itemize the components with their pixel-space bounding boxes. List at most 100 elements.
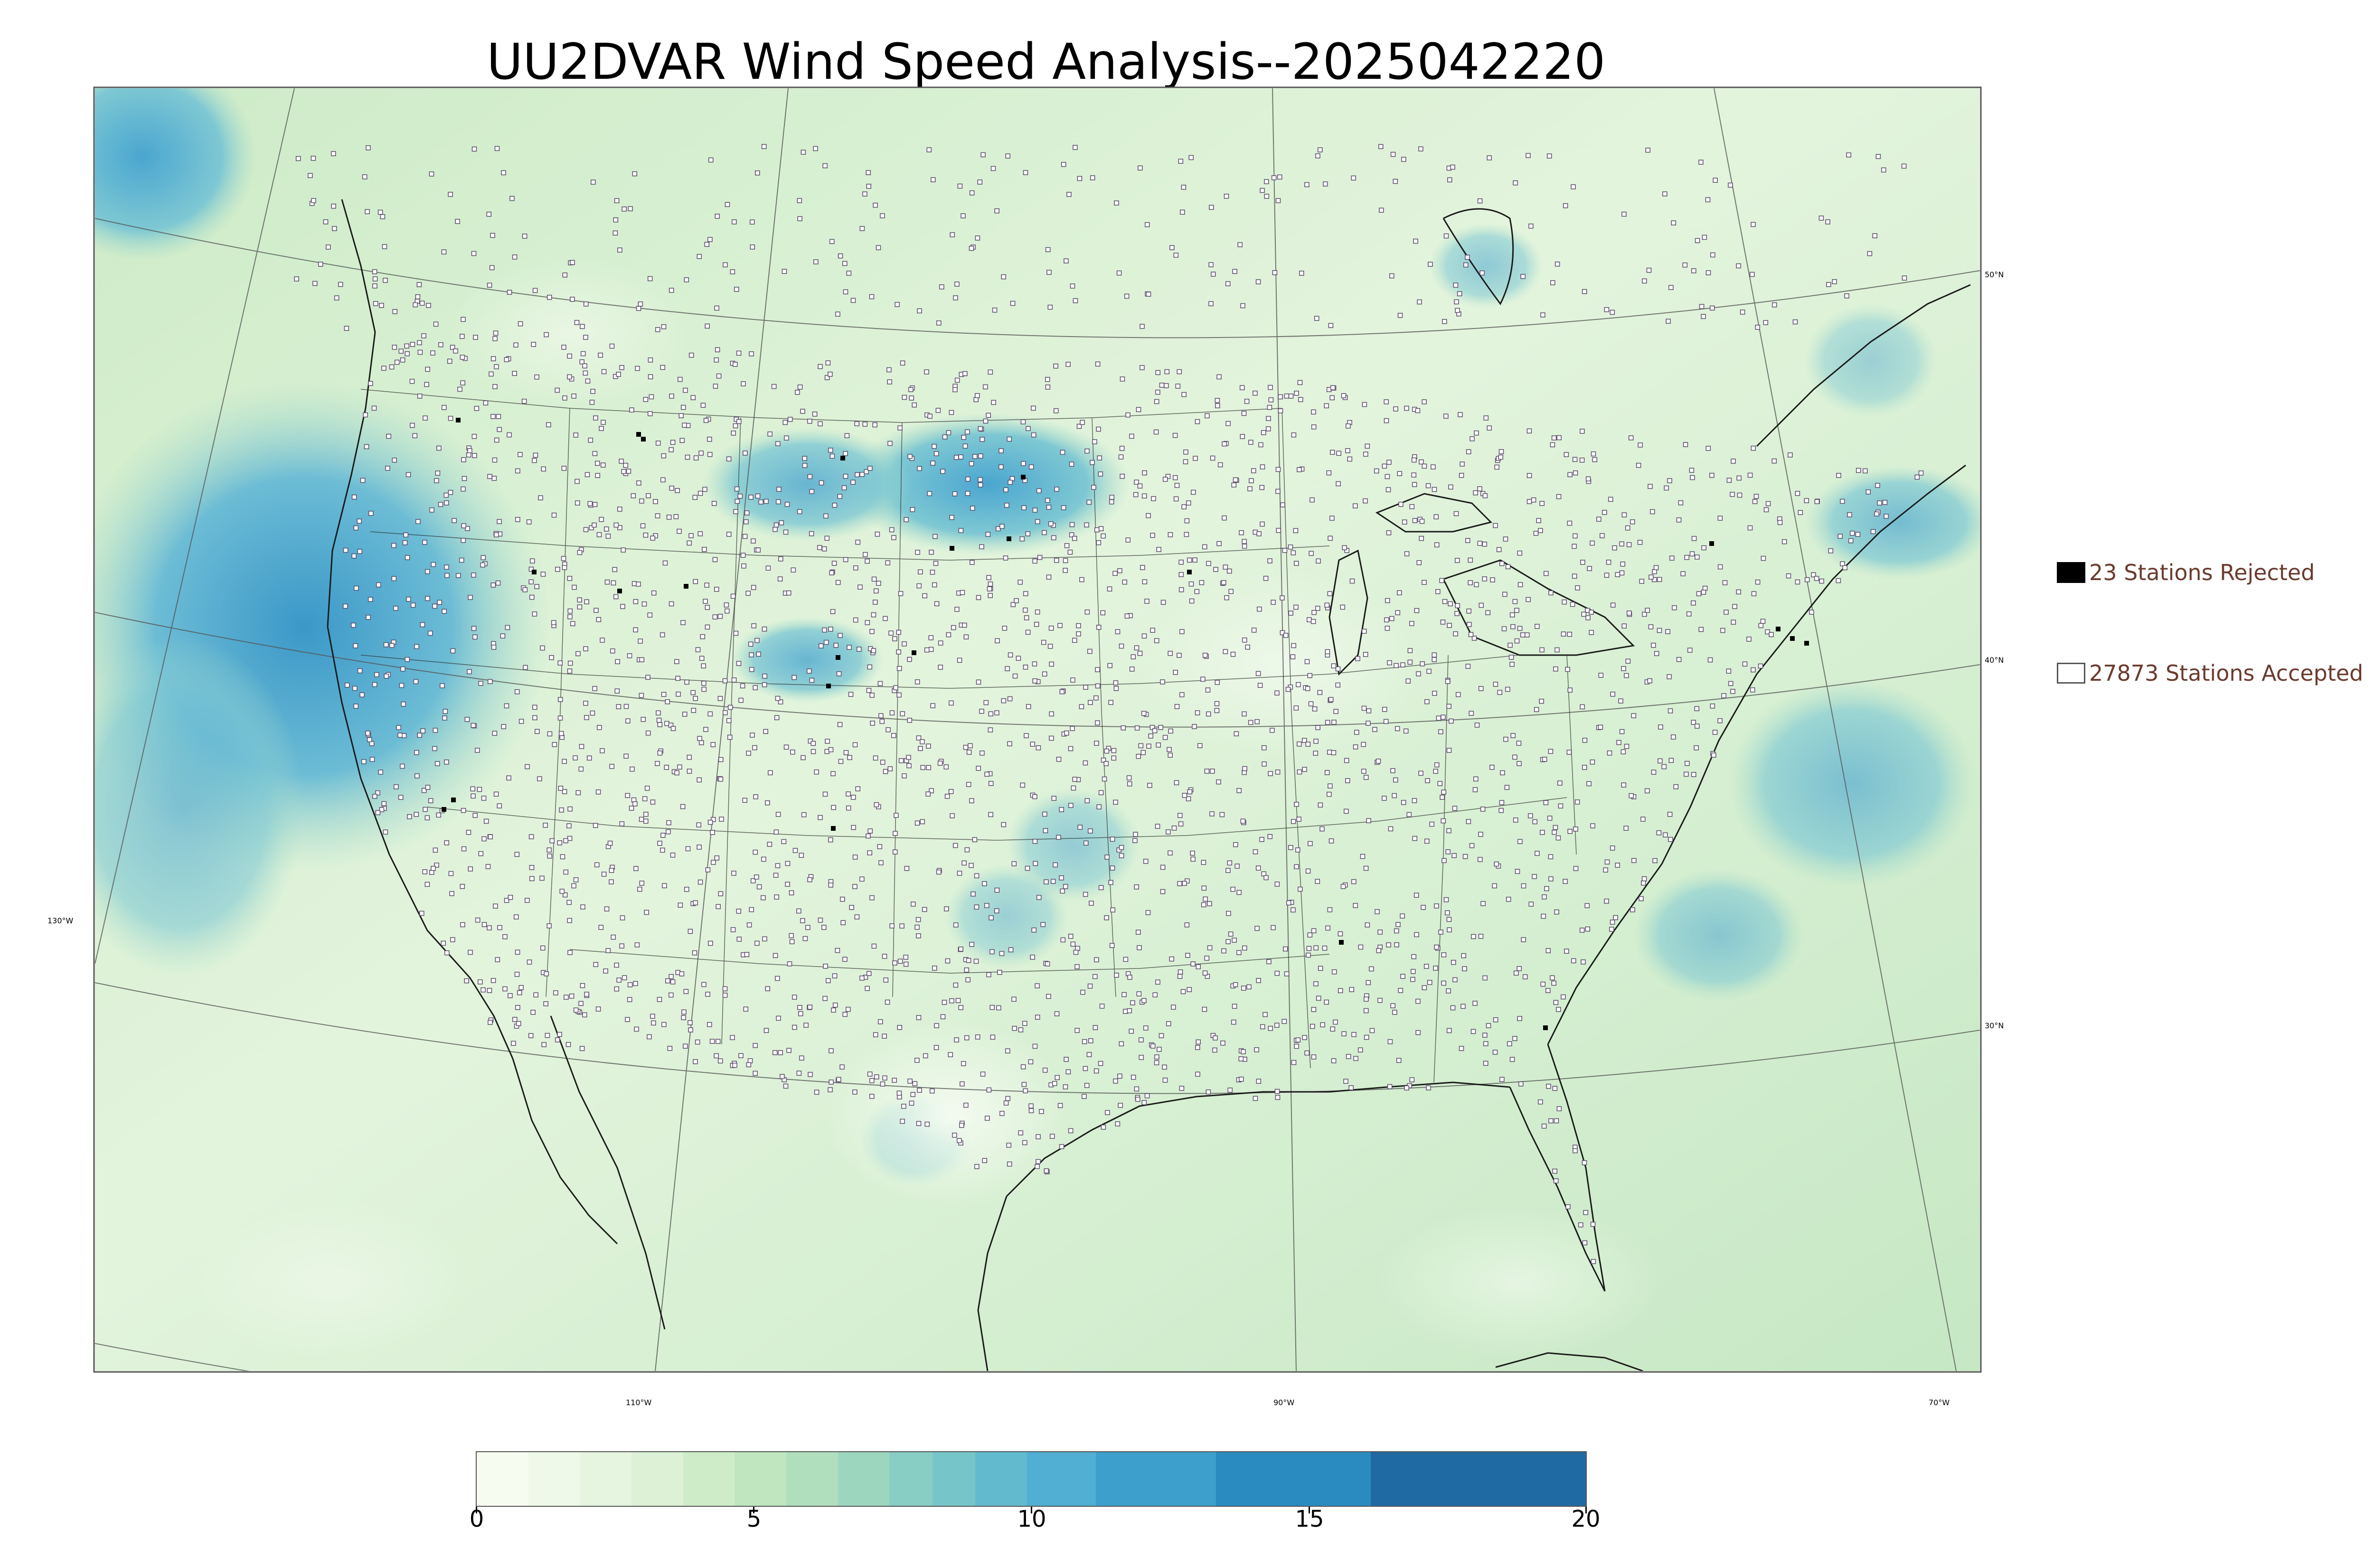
station-marker-accepted bbox=[1136, 753, 1141, 759]
station-marker-accepted bbox=[1387, 1039, 1393, 1044]
station-marker-accepted bbox=[1306, 952, 1311, 958]
station-marker-accepted bbox=[1095, 361, 1101, 367]
station-marker-accepted bbox=[852, 884, 857, 889]
station-marker-accepted bbox=[518, 719, 524, 724]
station-marker-accepted bbox=[598, 352, 603, 358]
station-marker-accepted bbox=[592, 502, 598, 507]
station-marker-accepted bbox=[854, 914, 860, 920]
station-marker-accepted bbox=[1566, 750, 1572, 755]
station-marker-accepted bbox=[687, 540, 692, 546]
station-marker-accepted bbox=[932, 582, 937, 588]
station-marker-accepted bbox=[1542, 757, 1547, 762]
station-marker-accepted bbox=[991, 400, 996, 405]
station-marker-accepted bbox=[1646, 267, 1652, 273]
station-marker-accepted bbox=[693, 900, 698, 906]
station-marker-accepted bbox=[1516, 741, 1522, 746]
station-marker-accepted bbox=[1499, 561, 1505, 566]
station-marker-accepted bbox=[625, 1017, 630, 1022]
rejected-station-markers bbox=[442, 418, 1809, 1030]
station-marker-accepted bbox=[1174, 483, 1180, 488]
station-marker-accepted bbox=[1496, 547, 1502, 553]
station-marker-accepted bbox=[557, 660, 563, 666]
colorbar-segment bbox=[528, 1452, 580, 1506]
station-marker-accepted bbox=[786, 590, 791, 596]
station-marker-accepted bbox=[712, 614, 718, 620]
station-marker-accepted bbox=[1282, 548, 1288, 553]
station-marker-accepted bbox=[1084, 1083, 1090, 1088]
station-marker-accepted bbox=[1465, 538, 1470, 543]
station-marker-accepted bbox=[904, 517, 909, 522]
station-marker-accepted bbox=[710, 742, 716, 747]
station-marker-accepted bbox=[1445, 910, 1450, 916]
station-marker-accepted bbox=[471, 793, 476, 799]
station-marker-accepted bbox=[537, 776, 542, 781]
station-marker-accepted bbox=[1366, 818, 1371, 824]
station-marker-accepted bbox=[758, 499, 763, 505]
station-marker-accepted bbox=[1363, 865, 1369, 871]
station-marker-accepted bbox=[1169, 245, 1175, 251]
station-marker-accepted bbox=[828, 626, 833, 632]
station-marker-accepted bbox=[1457, 291, 1462, 297]
station-marker-accepted bbox=[666, 829, 671, 835]
station-marker-accepted bbox=[1526, 473, 1532, 479]
station-marker-accepted bbox=[952, 843, 958, 848]
station-marker-accepted bbox=[742, 534, 748, 539]
station-marker-accepted bbox=[1304, 1050, 1309, 1056]
station-marker-accepted bbox=[647, 1034, 652, 1040]
station-marker-accepted bbox=[1462, 854, 1468, 859]
station-marker-accepted bbox=[799, 1055, 804, 1061]
station-marker-accepted bbox=[873, 600, 878, 605]
station-marker-accepted bbox=[1023, 665, 1028, 670]
station-marker-accepted bbox=[432, 746, 437, 751]
colorbar-segment bbox=[631, 1452, 683, 1506]
station-marker-accepted bbox=[1187, 557, 1192, 563]
station-marker-accepted bbox=[1256, 1079, 1262, 1084]
station-marker-accepted bbox=[749, 907, 754, 912]
station-marker-accepted bbox=[678, 902, 683, 908]
station-marker-accepted bbox=[714, 305, 719, 311]
station-marker-accepted bbox=[1096, 804, 1102, 809]
station-marker-accepted bbox=[545, 1033, 550, 1038]
station-marker-accepted bbox=[1068, 803, 1074, 808]
station-marker-accepted bbox=[1028, 1108, 1034, 1113]
station-marker-accepted bbox=[481, 922, 487, 927]
station-marker-accepted bbox=[1096, 540, 1102, 545]
station-marker-accepted bbox=[1154, 638, 1159, 643]
station-marker-accepted bbox=[1426, 668, 1432, 674]
station-marker-accepted bbox=[1397, 471, 1403, 476]
station-marker-accepted bbox=[822, 995, 828, 1001]
station-marker-accepted bbox=[1836, 578, 1841, 583]
station-marker-accepted bbox=[1020, 419, 1026, 424]
station-marker-accepted bbox=[1532, 874, 1537, 879]
station-marker-accepted bbox=[1755, 325, 1761, 330]
station-marker-accepted bbox=[1552, 1086, 1558, 1091]
station-marker-accepted bbox=[910, 507, 915, 512]
station-marker-rejected bbox=[532, 570, 537, 574]
station-marker-accepted bbox=[1363, 652, 1368, 657]
station-marker-accepted bbox=[1486, 1023, 1491, 1028]
station-marker-accepted bbox=[743, 451, 748, 456]
station-marker-accepted bbox=[410, 602, 416, 608]
station-marker-accepted bbox=[883, 616, 888, 621]
station-marker-accepted bbox=[1238, 1056, 1244, 1061]
station-marker-accepted bbox=[383, 278, 388, 283]
station-marker-accepted bbox=[824, 375, 830, 380]
station-marker-accepted bbox=[1108, 700, 1113, 705]
station-marker-accepted bbox=[1645, 608, 1650, 613]
station-marker-accepted bbox=[1172, 475, 1178, 480]
station-marker-accepted bbox=[1024, 615, 1029, 620]
station-marker-accepted bbox=[473, 335, 478, 340]
station-marker-accepted bbox=[1881, 167, 1886, 173]
station-marker-accepted bbox=[1580, 704, 1585, 710]
station-marker-accepted bbox=[1150, 628, 1155, 633]
station-marker-accepted bbox=[1466, 449, 1471, 454]
station-marker-accepted bbox=[1400, 974, 1405, 979]
station-marker-accepted bbox=[607, 840, 613, 846]
station-marker-accepted bbox=[840, 896, 845, 902]
station-marker-accepted bbox=[925, 791, 931, 797]
station-marker-accepted bbox=[1483, 1061, 1488, 1066]
station-marker-accepted bbox=[1179, 1086, 1185, 1091]
station-marker-accepted bbox=[1313, 981, 1319, 986]
station-marker-accepted bbox=[1324, 999, 1329, 1005]
